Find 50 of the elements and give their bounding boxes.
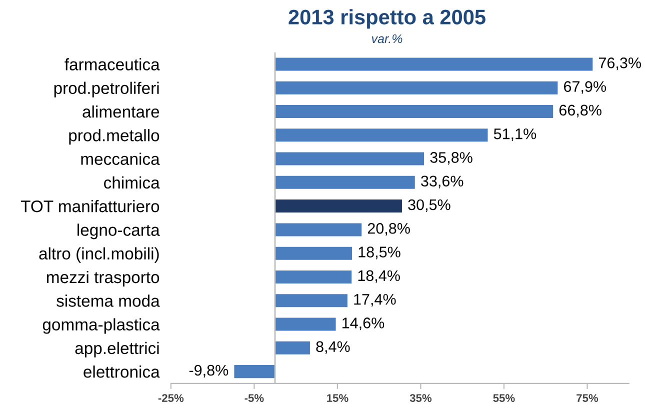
y-tick-label: farmaceutica <box>64 58 160 70</box>
y-tick-label: legno-carta <box>78 224 160 240</box>
bar <box>275 152 424 166</box>
data-label: 76,3% <box>598 57 641 70</box>
x-tick-label: 15% <box>327 394 348 402</box>
data-label: 30,5% <box>408 199 450 212</box>
bar <box>275 341 310 354</box>
data-label: 8,4% <box>316 341 350 354</box>
y-tick-label: chimica <box>104 176 160 189</box>
chart-subtitle: var.% <box>372 34 402 44</box>
y-tick-label: prod.petroliferi <box>54 82 159 98</box>
y-tick-label: meccanica <box>81 152 160 165</box>
data-label: 14,6% <box>342 318 384 330</box>
bar <box>275 318 336 331</box>
bar <box>275 176 415 189</box>
bar <box>275 223 362 236</box>
data-label: 17,4% <box>354 294 396 307</box>
y-tick-label: mezzi trasporto <box>47 270 160 286</box>
data-label: 20,8% <box>368 222 410 236</box>
x-tick-label: 35% <box>410 394 432 402</box>
data-label: 35,8% <box>430 152 472 165</box>
y-tick-label: alimentare <box>82 105 160 118</box>
chart-title: 2013 rispetto a 2005 <box>288 9 486 29</box>
x-tick-label: 75% <box>576 394 598 402</box>
data-label: 33,6% <box>421 176 464 188</box>
data-label: 67,9% <box>564 81 606 94</box>
data-label: 18,4% <box>358 270 400 283</box>
bar <box>275 104 554 118</box>
x-tick-label: -25% <box>158 394 184 402</box>
bar <box>275 58 593 71</box>
x-tick-label: -5% <box>244 394 264 402</box>
y-tick-label: sistema moda <box>56 294 160 307</box>
data-label: 66,8% <box>559 104 602 118</box>
bar <box>275 270 352 284</box>
y-tick-label: app.elettrici <box>75 342 159 358</box>
bar <box>275 128 488 142</box>
y-tick-label: gomma-plastica <box>42 318 160 334</box>
bar <box>275 81 558 94</box>
bar <box>275 294 348 308</box>
bar <box>275 200 402 213</box>
y-tick-label: prod.metallo <box>69 129 160 145</box>
bar <box>275 246 352 260</box>
data-label: 51,1% <box>494 128 536 142</box>
y-tick-label: elettronica <box>84 366 160 378</box>
y-tick-label: altro (incl.mobili) <box>39 247 159 263</box>
x-tick-label: 55% <box>493 394 515 402</box>
bar <box>234 365 276 378</box>
data-label: -9,8% <box>189 364 228 378</box>
data-label: 18,5% <box>358 246 400 260</box>
y-tick-label: TOT manifatturiero <box>20 200 160 212</box>
